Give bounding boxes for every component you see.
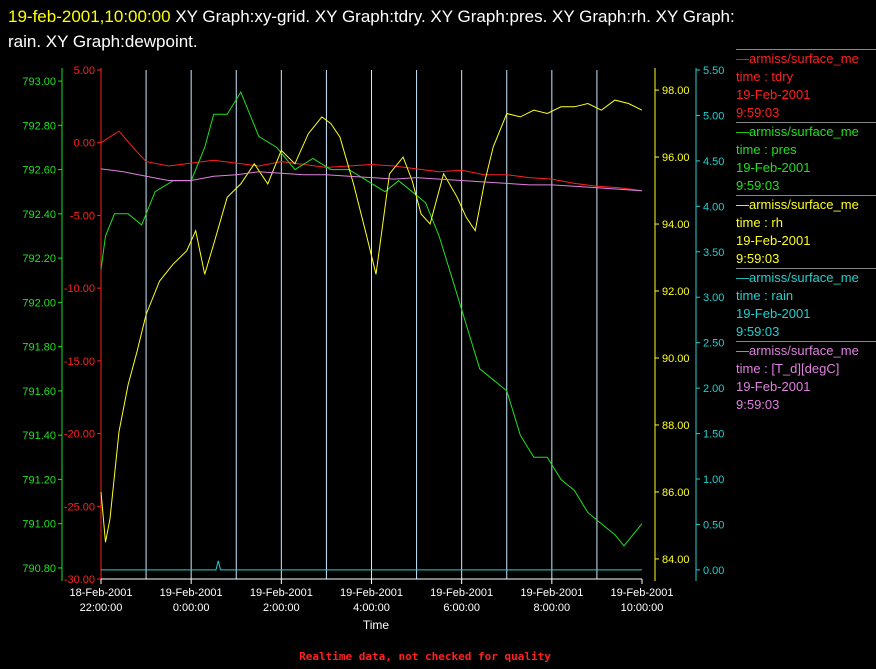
rain-tick-label: 5.00 <box>703 110 724 122</box>
x-tick-label-time: 22:00:00 <box>80 602 123 614</box>
rain-tick-label: 5.50 <box>703 65 724 77</box>
legend-date: 19-Feb-2001 <box>736 306 811 321</box>
pres-tick-label: 793.00 <box>22 76 56 88</box>
pres-tick-label: 791.40 <box>22 430 56 442</box>
tdry-tick-label: -25.00 <box>64 501 95 513</box>
pres-tick-label: 790.80 <box>22 563 56 575</box>
legend-source: —armiss/surface_me <box>736 270 859 285</box>
rain-tick-label: 2.50 <box>703 338 724 350</box>
pres-tick-label: 791.20 <box>22 474 56 486</box>
rain-tick-label: 1.00 <box>703 474 724 486</box>
x-tick-label-time: 4:00:00 <box>353 602 390 614</box>
pres-tick-label: 792.20 <box>22 253 56 265</box>
rain-tick-label: 0.00 <box>703 565 724 577</box>
rain-tick-label: 2.00 <box>703 383 724 395</box>
legend-source: —armiss/surface_me <box>736 51 859 66</box>
pres-tick-label: 792.60 <box>22 165 56 177</box>
legend-time: 9:59:03 <box>736 397 780 412</box>
legend-date: 19-Feb-2001 <box>736 87 811 102</box>
tdry-tick-label: -15.00 <box>64 356 95 368</box>
rain-tick-label: 3.50 <box>703 247 724 259</box>
rh-tick-label: 88.00 <box>662 420 690 432</box>
title-timestamp: 19-feb-2001,10:00:00 <box>8 7 171 26</box>
legend-source: —armiss/surface_me <box>736 197 859 212</box>
title-graphs-line1: XY Graph:xy-grid. XY Graph:tdry. XY Grap… <box>175 7 735 26</box>
legend-date: 19-Feb-2001 <box>736 379 811 394</box>
legend-time: 9:59:03 <box>736 324 780 339</box>
tdry-tick-label: -5.00 <box>70 210 95 222</box>
tdry-tick-label: -30.00 <box>64 574 95 586</box>
rain-tick-label: 4.50 <box>703 156 724 168</box>
rain-tick-label: 4.00 <box>703 201 724 213</box>
rh-tick-label: 86.00 <box>662 487 690 499</box>
pres-tick-label: 792.80 <box>22 120 56 132</box>
pres-tick-label: 792.00 <box>22 297 56 309</box>
legend-time: 9:59:03 <box>736 178 780 193</box>
rh-tick-label: 94.00 <box>662 219 690 231</box>
x-tick-label-time: 8:00:00 <box>533 602 570 614</box>
legend-var: time : pres <box>736 142 797 157</box>
rain-tick-label: 1.50 <box>703 429 724 441</box>
x-axis-label: Time <box>363 618 390 632</box>
legend-date: 19-Feb-2001 <box>736 160 811 175</box>
series-rain <box>101 560 642 571</box>
axes: 793.00 792.80 792.60 792.40 792.20 792.00 791.… <box>22 65 724 614</box>
legend-source: —armiss/surface_me <box>736 124 859 139</box>
pres-tick-label: 791.00 <box>22 519 56 531</box>
x-tick-label-date: 18-Feb-2001 <box>70 587 133 599</box>
title-graphs-line2: rain. XY Graph:dewpoint. <box>8 32 198 51</box>
legend-time: 9:59:03 <box>736 251 780 266</box>
legend: —armiss/surface_me time : tdry 19-Feb-2001… <box>736 49 876 414</box>
legend-source: —armiss/surface_me <box>736 343 859 358</box>
x-tick-label-time: 2:00:00 <box>263 602 300 614</box>
rh-tick-label: 84.00 <box>662 554 690 566</box>
x-tick-label-date: 19-Feb-2001 <box>160 587 223 599</box>
tdry-tick-label: 0.00 <box>74 138 95 150</box>
legend-var: time : rain <box>736 288 794 303</box>
x-tick-label-date: 19-Feb-2001 <box>250 587 313 599</box>
series-lines <box>100 90 643 571</box>
legend-time: 9:59:03 <box>736 105 780 120</box>
x-tick-label-time: 10:00:00 <box>621 602 664 614</box>
legend-var: time : rh <box>736 215 783 230</box>
series-rh <box>100 99 643 543</box>
x-tick-label-date: 19-Feb-2001 <box>520 587 583 599</box>
graph-title: 19-feb-2001,10:00:00 XY Graph:xy-grid. X… <box>8 4 868 54</box>
rh-tick-label: 90.00 <box>662 353 690 365</box>
x-tick-label-time: 6:00:00 <box>443 602 480 614</box>
grid <box>145 70 598 579</box>
legend-var: time : tdry <box>736 69 794 84</box>
x-tick-label-time: 0:00:00 <box>173 602 210 614</box>
legend-date: 19-Feb-2001 <box>736 233 811 248</box>
tdry-tick-label: 5.00 <box>74 65 95 77</box>
rh-tick-label: 92.00 <box>662 286 690 298</box>
series--t-d-degc- <box>100 168 643 192</box>
pres-tick-label: 792.40 <box>22 209 56 221</box>
x-tick-label-date: 19-Feb-2001 <box>340 587 403 599</box>
tdry-tick-label: -10.00 <box>64 283 95 295</box>
x-tick-label-date: 19-Feb-2001 <box>611 587 674 599</box>
rain-tick-label: 0.50 <box>703 519 724 531</box>
series-tdry <box>100 130 643 192</box>
rh-tick-label: 98.00 <box>662 85 690 97</box>
x-tick-label-date: 19-Feb-2001 <box>430 587 493 599</box>
rh-tick-label: 96.00 <box>662 152 690 164</box>
legend-var: time : [T_d][degC] <box>736 361 840 376</box>
quality-notice: Realtime data, not checked for quality <box>299 650 551 663</box>
tdry-tick-label: -20.00 <box>64 429 95 441</box>
rain-tick-label: 3.00 <box>703 292 724 304</box>
pres-tick-label: 791.80 <box>22 342 56 354</box>
pres-tick-label: 791.60 <box>22 386 56 398</box>
